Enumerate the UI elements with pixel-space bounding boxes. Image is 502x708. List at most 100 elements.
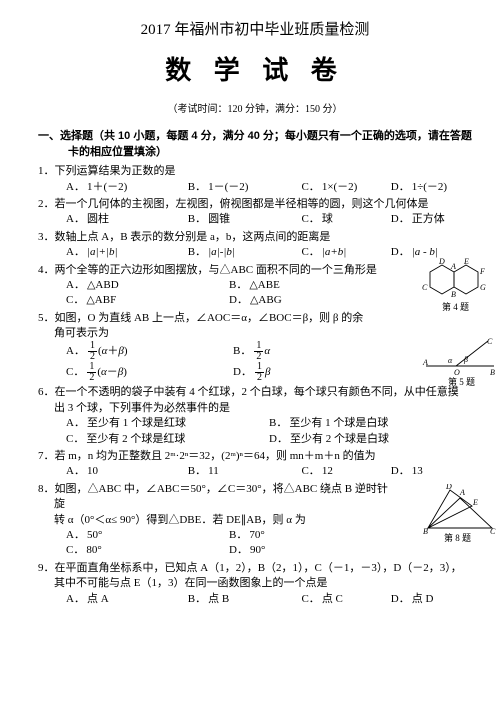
q8-stem2: 转 α（0°＜α≤ 90°）得到△DBE．若 DE∥AB，则 α 为 <box>54 513 392 528</box>
q6-A-text: 至少有 1 个球是红球 <box>87 416 186 431</box>
q4-D-text: △ABG <box>250 293 282 308</box>
q5-opt-B: B． 12α <box>233 341 400 362</box>
q5-lbl-C: C <box>487 337 493 346</box>
q5-lbl-alpha: α <box>448 356 453 365</box>
q3-opt-B: B．|a|-|b| <box>188 245 302 260</box>
q5-opt-D: D． 12β <box>233 362 400 383</box>
q1-opt-C: C．1×(－2) <box>301 180 390 195</box>
q3-B-text: |a|-|b| <box>208 245 235 260</box>
q9-D-text: 点 D <box>412 592 434 607</box>
q1-C-text: 1×(－2) <box>322 180 358 195</box>
q5-opt-A: A． 12(α＋β) <box>66 341 233 362</box>
q2-A-text: 圆柱 <box>87 212 109 227</box>
question-8: 8．如图，△ABC 中，∠ABC＝50°，∠C＝30°，将△ABC 绕点 B 逆… <box>38 482 472 559</box>
q7-opt-A: A．10 <box>66 464 188 479</box>
q9-A-text: 点 A <box>87 592 109 607</box>
q6-B-text: 至少有 1 个球是白球 <box>289 416 388 431</box>
q8-lbl-C: C <box>490 527 496 536</box>
q4-opt-D: D．△ABG <box>229 293 392 308</box>
angle-diagram-icon: A O B C α β <box>422 336 498 378</box>
q6-stem1: 6．在一个不透明的袋子中装有 4 个红球，2 个白球，每个球只有颜色不同，从中任… <box>54 385 472 400</box>
question-4: 4．两个全等的正六边形如图摆放，与△ABC 面积不同的一个三角形是 A．△ABD… <box>38 263 472 309</box>
q1-opt-B: B．1－(－2) <box>188 180 302 195</box>
q8-opt-A: A．50° <box>66 528 229 543</box>
q4-lbl-B: B <box>451 290 456 299</box>
q9-opt-C: C．点 C <box>301 592 390 607</box>
q6-D-text: 至少有 2 个球是白球 <box>290 432 389 447</box>
q1-opt-D: D．1÷(－2) <box>391 180 464 195</box>
q8-lbl-B: B <box>423 527 428 536</box>
q4-lbl-A: A <box>450 262 456 271</box>
q8-lbl-D: D <box>445 484 452 491</box>
q1-D-text: 1÷(－2) <box>412 180 447 195</box>
q2-C-text: 球 <box>322 212 333 227</box>
q9-opt-B: B．点 B <box>188 592 302 607</box>
q5-figure: A O B C α β 第 5 题 <box>422 336 498 378</box>
q4-stem: 4．两个全等的正六边形如图摆放，与△ABC 面积不同的一个三角形是 <box>54 263 392 278</box>
q5-A-expr: 12(α＋β) <box>87 341 128 362</box>
q7-stem: 7．若 m，n 均为正整数且 2ᵐ·2ⁿ＝32，(2ᵐ)ⁿ＝64，则 mn＋m＋… <box>54 449 472 464</box>
q4-A-text: △ABD <box>87 278 119 293</box>
q2-stem: 2．若一个几何体的主视图，左视图，俯视图都是半径相等的圆，则这个几何体是 <box>54 197 472 212</box>
question-3: 3．数轴上点 A，B 表示的数分别是 a，b，这两点间的距离是 A．|a|+|b… <box>38 230 472 261</box>
q8-D-text: 90° <box>250 543 265 558</box>
q9-opt-D: D．点 D <box>391 592 464 607</box>
q6-stem2: 出 3 个球，下列事件为必然事件的是 <box>54 401 472 416</box>
section-1-heading: 一、选择题（共 10 小题，每题 4 分，满分 40 分；每小题只有一个正确的选… <box>68 129 472 160</box>
q5-stem2: 角可表示为 <box>54 326 400 341</box>
q1-opt-A: A．1＋(－2) <box>66 180 188 195</box>
q2-opt-C: C．球 <box>301 212 390 227</box>
q5-D-expr: 12β <box>254 362 270 383</box>
q3-opt-C: C．|a+b| <box>301 245 390 260</box>
question-5: 5．如图，O 为直线 AB 上一点，∠AOC＝α，∠BOC＝β，则 β 的余 角… <box>38 311 472 384</box>
q9-opt-A: A．点 A <box>66 592 188 607</box>
q5-C-expr: 12(α－β) <box>86 362 127 383</box>
q7-D-text: 13 <box>412 464 423 479</box>
q8-opt-C: C．80° <box>66 543 229 558</box>
exam-info: （考试时间：120 分钟，满分：150 分） <box>38 103 472 117</box>
q1-stem: 1．下列运算结果为正数的是 <box>54 164 472 179</box>
q2-opt-A: A．圆柱 <box>66 212 188 227</box>
q5-stem1: 5．如图，O 为直线 AB 上一点，∠AOC＝α，∠BOC＝β，则 β 的余 <box>54 311 400 326</box>
q4-figure: D A E F G B C 第 4 题 <box>418 257 498 307</box>
q4-C-text: △ABF <box>86 293 116 308</box>
q4-lbl-D: D <box>438 257 445 266</box>
question-6: 6．在一个不透明的袋子中装有 4 个红球，2 个白球，每个球只有颜色不同，从中任… <box>38 385 472 447</box>
q4-B-text: △ABE <box>249 278 279 293</box>
q4-lbl-C: C <box>422 283 428 292</box>
q4-lbl-G: G <box>480 283 486 292</box>
question-2: 2．若一个几何体的主视图，左视图，俯视图都是半径相等的圆，则这个几何体是 A．圆… <box>38 197 472 228</box>
q7-opt-B: B．11 <box>188 464 302 479</box>
q7-A-text: 10 <box>87 464 98 479</box>
q6-opt-C: C．至少有 2 个球是红球 <box>66 432 269 447</box>
q8-fig-caption: 第 8 题 <box>444 532 471 545</box>
q5-lbl-B: B <box>490 368 495 377</box>
q7-B-text: 11 <box>208 464 219 479</box>
q4-lbl-F: F <box>479 267 485 276</box>
q3-stem: 3．数轴上点 A，B 表示的数分别是 a，b，这两点间的距离是 <box>54 230 472 245</box>
q4-lbl-E: E <box>463 257 469 266</box>
q6-opt-D: D．至少有 2 个球是白球 <box>269 432 472 447</box>
q9-C-text: 点 C <box>322 592 343 607</box>
q8-opt-B: B．70° <box>229 528 392 543</box>
q7-opt-D: D．13 <box>391 464 464 479</box>
q5-B-expr: 12α <box>253 341 270 362</box>
q5-lbl-beta: β <box>463 355 468 364</box>
q8-opt-D: D．90° <box>229 543 392 558</box>
question-7: 7．若 m，n 均为正整数且 2ᵐ·2ⁿ＝32，(2ᵐ)ⁿ＝64，则 mn＋m＋… <box>38 449 472 480</box>
q2-B-text: 圆锥 <box>208 212 230 227</box>
q1-B-text: 1－(－2) <box>208 180 248 195</box>
exam-title-line1: 2017 年福州市初中毕业班质量检测 <box>38 20 472 41</box>
q8-stem1: 8．如图，△ABC 中，∠ABC＝50°，∠C＝30°，将△ABC 绕点 B 逆… <box>54 482 392 513</box>
rotation-triangle-icon: B C A D E <box>418 484 498 536</box>
q4-opt-C: C．△ABF <box>66 293 229 308</box>
q8-B-text: 70° <box>249 528 264 543</box>
q8-C-text: 80° <box>86 543 101 558</box>
q9-B-text: 点 B <box>208 592 229 607</box>
exam-title-line2: 数 学 试 卷 <box>38 53 472 89</box>
question-1: 1．下列运算结果为正数的是 A．1＋(－2) B．1－(－2) C．1×(－2)… <box>38 164 472 195</box>
hexagons-icon: D A E F G B C <box>418 257 498 307</box>
q8-lbl-A: A <box>459 488 465 497</box>
q3-A-text: |a|+|b| <box>87 245 118 260</box>
q9-stem1: 9．在平面直角坐标系中，已知点 A（1，2），B（2，1），C（－1，－3），D… <box>54 561 472 576</box>
